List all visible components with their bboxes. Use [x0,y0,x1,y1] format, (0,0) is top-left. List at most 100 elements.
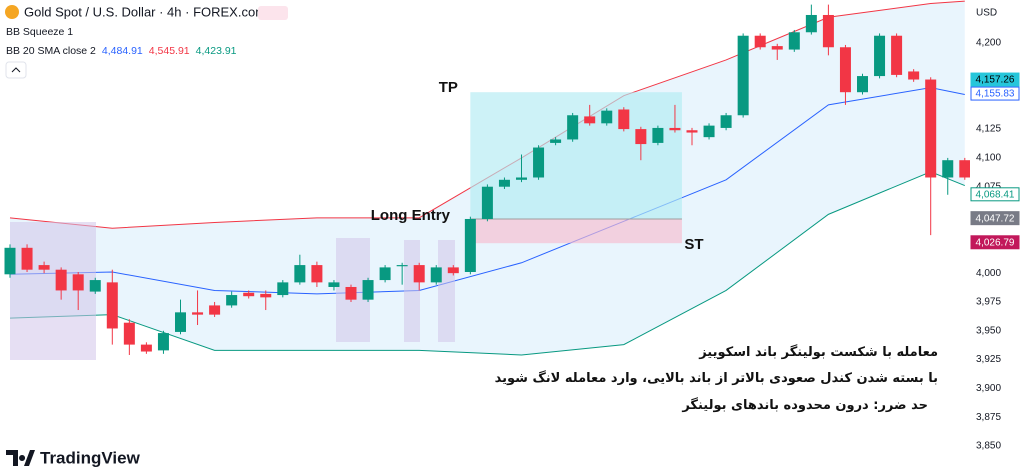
candle-body [123,322,135,345]
candle-body [925,79,937,178]
candle-body [38,265,50,270]
candle-body [942,160,954,178]
collapse-button[interactable] [5,61,27,79]
candle-body [839,47,851,93]
candle-body [294,265,306,283]
candle-body [857,76,868,93]
y-tick-label: 4,000 [976,268,1001,279]
candle-body [652,127,664,143]
price-label-bg [970,211,1020,226]
candle-body [106,282,118,329]
price-label-bg [970,187,1020,202]
chart-title: Gold Spot / U.S. Dollar · 4h · FOREX.com [24,4,266,19]
price-label: 4,155.83 [976,89,1015,100]
band-basis [9,87,965,295]
candle-body [209,305,221,315]
y-tick-label: 3,950 [976,325,1001,336]
candle-body [584,116,596,124]
price-label: 4,026.79 [976,237,1015,248]
candle-body [379,267,391,281]
candle-body [464,218,476,272]
candle-body [533,147,545,178]
candle-body [550,139,562,143]
indicator-value: 4,423.91 [196,45,237,57]
candle-body [618,109,630,130]
candle-body [481,186,493,219]
candle-body [788,32,800,50]
candle-body [345,286,357,300]
annotation: معامله با شکست بولینگر باند اسکوییز [699,345,938,360]
price-axis: 4,200 4,125 4,100 4,075 4,000 3,975 3,950 3,925… [970,20,1024,476]
candle-body [720,115,732,128]
squeeze-zone [404,240,420,342]
candle-body [874,35,886,77]
candle-body [567,115,579,140]
price-label-bg [970,86,1020,101]
price-label-bg [970,235,1020,250]
symbol-icon [5,5,19,19]
y-tick-label: 4,125 [976,124,1001,135]
stop-label: ST [684,236,703,253]
candle-body [328,282,340,287]
candle-body [277,282,289,296]
candle-body [311,265,323,283]
candle-body [362,280,374,300]
candle-body [959,160,971,178]
candle-body [754,35,766,48]
candle-layer [4,4,971,355]
y-tick-label: 3,850 [976,441,1001,452]
candle-body [396,265,408,267]
candle-body [703,125,715,138]
candle-body [157,333,169,351]
candle-body [686,130,698,133]
candle-body [601,110,613,124]
stop-zone [470,218,682,244]
y-tick-label: 3,900 [976,383,1001,394]
candle-body [243,292,255,297]
y-tick-label: 4,075 [976,181,1001,192]
candle-body [908,71,920,80]
band-lower [9,171,965,356]
candle-body [447,267,459,274]
y-tick-label: 3,925 [976,354,1001,365]
indicator-legend: BB 20 SMA close 2 4,484.91 4,545.91 4,423.9… [6,45,237,57]
annotation: حد ضرر: درون محدوده باندهای بولینگر [682,398,928,413]
squeeze-zone [10,222,96,360]
candle-body [805,14,817,33]
target-zone [470,92,682,219]
y-tick-label: 4,200 [976,37,1001,48]
target-label: TP [439,79,458,96]
candle-body [430,267,442,283]
currency: USD [976,8,997,19]
y-tick-label: 4,100 [976,153,1001,164]
indicator-name: BB Squeeze 1 [6,26,73,38]
candle-body [822,14,834,48]
candle-body [516,177,527,180]
y-tick-label: 3,875 [976,412,1001,423]
indicator-value: 4,545.91 [149,45,190,57]
price-label: 4,047.72 [976,213,1015,224]
status-badge[interactable] [258,6,288,20]
indicator-value: 4,484.91 [102,45,143,57]
candle-body [72,274,84,291]
position-layer: TP Long Entry ST [371,79,704,253]
price-label: 4,157.26 [976,75,1015,86]
price-label-bg [970,72,1020,87]
brand-name: TradingView [40,448,141,467]
candle-body [175,312,186,332]
candle-body [413,265,425,283]
collapse-icon [11,67,21,73]
candle-body [4,247,16,275]
entry-label: Long Entry [371,207,451,224]
brand-logo [6,450,35,466]
candle-body [226,295,238,306]
candle-body [737,35,749,116]
candle-body [635,129,647,145]
annotation: با بسته شدن کندل صعودی بالاتر از باند با… [494,371,938,386]
candle-body [669,127,681,131]
squeeze-zone [438,240,455,342]
candle-body [55,269,67,291]
y-tick-label: 3,975 [976,297,1001,308]
